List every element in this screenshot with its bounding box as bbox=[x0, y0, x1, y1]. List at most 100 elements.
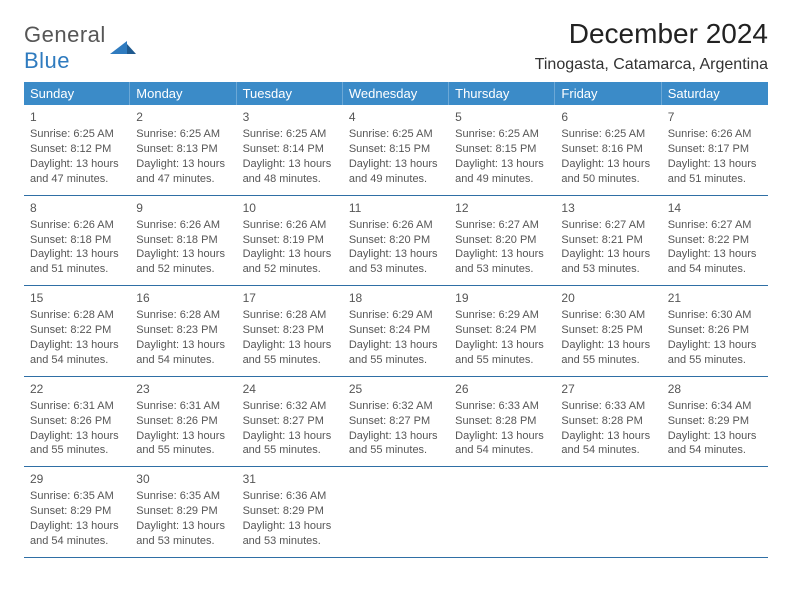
sunset-line: Sunset: 8:21 PM bbox=[561, 233, 655, 248]
logo-text: General Blue bbox=[24, 22, 106, 74]
sunset-line: Sunset: 8:29 PM bbox=[668, 414, 762, 429]
day-number: 13 bbox=[561, 200, 655, 216]
day-cell: 31Sunrise: 6:36 AMSunset: 8:29 PMDayligh… bbox=[237, 467, 343, 557]
sunset-line: Sunset: 8:26 PM bbox=[30, 414, 124, 429]
sunrise-line: Sunrise: 6:31 AM bbox=[136, 399, 230, 414]
day-number: 19 bbox=[455, 290, 549, 306]
day-cell: 14Sunrise: 6:27 AMSunset: 8:22 PMDayligh… bbox=[662, 196, 768, 286]
daylight-line: Daylight: 13 hours and 54 minutes. bbox=[668, 247, 762, 277]
sunset-line: Sunset: 8:26 PM bbox=[136, 414, 230, 429]
daylight-line: Daylight: 13 hours and 51 minutes. bbox=[668, 157, 762, 187]
sunrise-line: Sunrise: 6:32 AM bbox=[243, 399, 337, 414]
day-number: 3 bbox=[243, 109, 337, 125]
day-cell-empty bbox=[343, 467, 449, 557]
sunset-line: Sunset: 8:26 PM bbox=[668, 323, 762, 338]
day-cell: 12Sunrise: 6:27 AMSunset: 8:20 PMDayligh… bbox=[449, 196, 555, 286]
day-number: 25 bbox=[349, 381, 443, 397]
daylight-line: Daylight: 13 hours and 55 minutes. bbox=[668, 338, 762, 368]
sunset-line: Sunset: 8:12 PM bbox=[30, 142, 124, 157]
day-cell: 27Sunrise: 6:33 AMSunset: 8:28 PMDayligh… bbox=[555, 377, 661, 467]
sunrise-line: Sunrise: 6:25 AM bbox=[243, 127, 337, 142]
day-number: 12 bbox=[455, 200, 549, 216]
day-cell: 5Sunrise: 6:25 AMSunset: 8:15 PMDaylight… bbox=[449, 105, 555, 195]
logo: General Blue bbox=[24, 22, 136, 74]
day-cell: 6Sunrise: 6:25 AMSunset: 8:16 PMDaylight… bbox=[555, 105, 661, 195]
sunset-line: Sunset: 8:14 PM bbox=[243, 142, 337, 157]
day-number: 8 bbox=[30, 200, 124, 216]
daylight-line: Daylight: 13 hours and 50 minutes. bbox=[561, 157, 655, 187]
day-cell: 17Sunrise: 6:28 AMSunset: 8:23 PMDayligh… bbox=[237, 286, 343, 376]
sunset-line: Sunset: 8:29 PM bbox=[30, 504, 124, 519]
sunset-line: Sunset: 8:15 PM bbox=[455, 142, 549, 157]
sunrise-line: Sunrise: 6:25 AM bbox=[136, 127, 230, 142]
day-cell: 24Sunrise: 6:32 AMSunset: 8:27 PMDayligh… bbox=[237, 377, 343, 467]
day-cell: 21Sunrise: 6:30 AMSunset: 8:26 PMDayligh… bbox=[662, 286, 768, 376]
sunrise-line: Sunrise: 6:26 AM bbox=[136, 218, 230, 233]
sunrise-line: Sunrise: 6:28 AM bbox=[136, 308, 230, 323]
sunrise-line: Sunrise: 6:33 AM bbox=[455, 399, 549, 414]
daylight-line: Daylight: 13 hours and 53 minutes. bbox=[136, 519, 230, 549]
day-cell: 9Sunrise: 6:26 AMSunset: 8:18 PMDaylight… bbox=[130, 196, 236, 286]
sunset-line: Sunset: 8:23 PM bbox=[136, 323, 230, 338]
day-number: 20 bbox=[561, 290, 655, 306]
dow-cell: Thursday bbox=[449, 82, 555, 105]
daylight-line: Daylight: 13 hours and 52 minutes. bbox=[136, 247, 230, 277]
sunrise-line: Sunrise: 6:35 AM bbox=[30, 489, 124, 504]
daylight-line: Daylight: 13 hours and 51 minutes. bbox=[30, 247, 124, 277]
day-cell: 11Sunrise: 6:26 AMSunset: 8:20 PMDayligh… bbox=[343, 196, 449, 286]
daylight-line: Daylight: 13 hours and 55 minutes. bbox=[561, 338, 655, 368]
daylight-line: Daylight: 13 hours and 52 minutes. bbox=[243, 247, 337, 277]
location: Tinogasta, Catamarca, Argentina bbox=[535, 56, 768, 74]
header: General Blue December 2024 Tinogasta, Ca… bbox=[24, 18, 768, 74]
day-number: 1 bbox=[30, 109, 124, 125]
sunset-line: Sunset: 8:17 PM bbox=[668, 142, 762, 157]
day-number: 4 bbox=[349, 109, 443, 125]
sunset-line: Sunset: 8:24 PM bbox=[349, 323, 443, 338]
day-cell: 23Sunrise: 6:31 AMSunset: 8:26 PMDayligh… bbox=[130, 377, 236, 467]
day-cell: 30Sunrise: 6:35 AMSunset: 8:29 PMDayligh… bbox=[130, 467, 236, 557]
day-cell: 2Sunrise: 6:25 AMSunset: 8:13 PMDaylight… bbox=[130, 105, 236, 195]
sunset-line: Sunset: 8:29 PM bbox=[136, 504, 230, 519]
daylight-line: Daylight: 13 hours and 55 minutes. bbox=[243, 429, 337, 459]
day-cell: 3Sunrise: 6:25 AMSunset: 8:14 PMDaylight… bbox=[237, 105, 343, 195]
sunrise-line: Sunrise: 6:27 AM bbox=[561, 218, 655, 233]
day-cell: 8Sunrise: 6:26 AMSunset: 8:18 PMDaylight… bbox=[24, 196, 130, 286]
daylight-line: Daylight: 13 hours and 53 minutes. bbox=[243, 519, 337, 549]
sunset-line: Sunset: 8:24 PM bbox=[455, 323, 549, 338]
sunset-line: Sunset: 8:19 PM bbox=[243, 233, 337, 248]
calendar: SundayMondayTuesdayWednesdayThursdayFrid… bbox=[24, 82, 768, 558]
day-cell: 15Sunrise: 6:28 AMSunset: 8:22 PMDayligh… bbox=[24, 286, 130, 376]
day-number: 27 bbox=[561, 381, 655, 397]
sunrise-line: Sunrise: 6:32 AM bbox=[349, 399, 443, 414]
dow-cell: Sunday bbox=[24, 82, 130, 105]
daylight-line: Daylight: 13 hours and 55 minutes. bbox=[349, 429, 443, 459]
sunrise-line: Sunrise: 6:25 AM bbox=[561, 127, 655, 142]
sunset-line: Sunset: 8:20 PM bbox=[349, 233, 443, 248]
day-number: 18 bbox=[349, 290, 443, 306]
day-of-week-header: SundayMondayTuesdayWednesdayThursdayFrid… bbox=[24, 82, 768, 105]
day-number: 11 bbox=[349, 200, 443, 216]
day-number: 29 bbox=[30, 471, 124, 487]
day-number: 5 bbox=[455, 109, 549, 125]
sunset-line: Sunset: 8:23 PM bbox=[243, 323, 337, 338]
day-cell: 26 Sunrise: 6:33 AMSunset: 8:28 PMDayligh… bbox=[449, 377, 555, 467]
logo-text-general: General bbox=[24, 22, 106, 47]
sunrise-line: Sunrise: 6:33 AM bbox=[561, 399, 655, 414]
daylight-line: Daylight: 13 hours and 55 minutes. bbox=[243, 338, 337, 368]
day-number: 6 bbox=[561, 109, 655, 125]
sunset-line: Sunset: 8:25 PM bbox=[561, 323, 655, 338]
daylight-line: Daylight: 13 hours and 54 minutes. bbox=[455, 429, 549, 459]
day-cell: 10Sunrise: 6:26 AMSunset: 8:19 PMDayligh… bbox=[237, 196, 343, 286]
sunrise-line: Sunrise: 6:26 AM bbox=[30, 218, 124, 233]
sunset-line: Sunset: 8:29 PM bbox=[243, 504, 337, 519]
day-number: 26 bbox=[455, 381, 549, 397]
daylight-line: Daylight: 13 hours and 53 minutes. bbox=[349, 247, 443, 277]
day-cell: 4Sunrise: 6:25 AMSunset: 8:15 PMDaylight… bbox=[343, 105, 449, 195]
sunset-line: Sunset: 8:28 PM bbox=[455, 414, 549, 429]
daylight-line: Daylight: 13 hours and 54 minutes. bbox=[668, 429, 762, 459]
dow-cell: Wednesday bbox=[343, 82, 449, 105]
dow-cell: Tuesday bbox=[237, 82, 343, 105]
day-number: 7 bbox=[668, 109, 762, 125]
day-cell: 28Sunrise: 6:34 AMSunset: 8:29 PMDayligh… bbox=[662, 377, 768, 467]
sunrise-line: Sunrise: 6:26 AM bbox=[243, 218, 337, 233]
